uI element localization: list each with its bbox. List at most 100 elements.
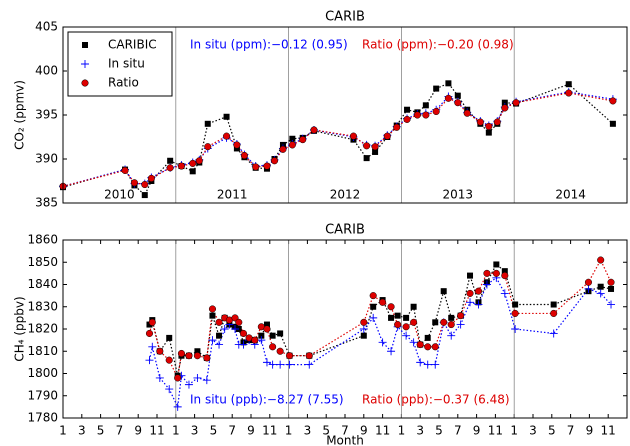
marker-plus <box>193 373 202 382</box>
marker-circle <box>511 309 519 317</box>
x-tick-label: 3 <box>304 424 312 438</box>
marker-square <box>363 155 370 162</box>
marker-square <box>194 348 201 355</box>
marker-square <box>550 301 557 308</box>
x-tick-label: 5 <box>548 424 556 438</box>
y-tick-label: 405 <box>35 20 58 34</box>
marker-plus <box>81 60 89 68</box>
marker-circle <box>193 352 201 360</box>
x-tick-label: 7 <box>341 424 349 438</box>
marker-plus <box>511 325 520 333</box>
marker-circle <box>474 287 483 295</box>
annotation: Ratio (ppb):−0.37 (6.48) <box>362 393 510 407</box>
y-tick-label: 395 <box>35 108 58 122</box>
year-label: 2013 <box>443 188 474 202</box>
chart-title: CARIB <box>325 10 365 25</box>
y-tick-label: 385 <box>35 196 58 210</box>
marker-plus <box>148 342 157 351</box>
marker-square <box>189 168 196 175</box>
marker-circle <box>269 343 277 351</box>
marker-circle <box>166 164 174 172</box>
x-tick-label: 9 <box>473 424 481 438</box>
x-tick-label: 5 <box>210 424 218 438</box>
marker-circle <box>501 272 509 280</box>
marker-square <box>394 312 401 319</box>
x-tick-label: 11 <box>149 424 164 438</box>
y-tick-label: 400 <box>35 64 58 78</box>
marker-plus <box>215 340 224 349</box>
marker-square <box>432 319 439 326</box>
marker-plus <box>208 336 217 345</box>
marker-circle <box>493 118 501 126</box>
x-tick-label: 1 <box>285 424 293 438</box>
marker-square <box>289 135 296 142</box>
marker-circle <box>476 118 484 126</box>
marker-circle <box>81 79 89 87</box>
marker-plus <box>500 289 509 298</box>
y-tick-label: 1830 <box>27 299 58 313</box>
marker-square <box>440 288 447 295</box>
marker-square <box>565 81 572 88</box>
marker-square <box>501 99 508 106</box>
marker-square <box>448 314 455 321</box>
marker-square <box>597 283 604 290</box>
marker-square <box>167 157 174 164</box>
marker-circle <box>195 157 203 165</box>
marker-circle <box>252 163 260 171</box>
y-tick-label: 390 <box>35 152 58 166</box>
y-tick-label: 1820 <box>27 322 58 336</box>
y-tick-label: 1790 <box>27 388 58 402</box>
marker-square <box>467 272 474 279</box>
marker-square <box>445 80 452 87</box>
marker-plus <box>474 300 483 309</box>
marker-square <box>485 129 492 136</box>
marker-square <box>403 314 410 321</box>
marker-plus <box>549 329 558 338</box>
x-tick-label: 11 <box>601 424 616 438</box>
y-tick-label: 1810 <box>27 344 58 358</box>
marker-circle <box>215 318 223 326</box>
marker-plus <box>165 385 174 394</box>
marker-circle <box>512 99 520 107</box>
marker-square <box>424 334 431 341</box>
marker-circle <box>403 115 411 123</box>
legend-label: In situ <box>108 57 145 71</box>
marker-circle <box>440 318 448 326</box>
x-tick-label: 1 <box>172 424 180 438</box>
x-tick-label: 7 <box>228 424 236 438</box>
marker-plus <box>262 358 271 367</box>
marker-plus <box>378 338 387 347</box>
marker-circle <box>263 162 271 170</box>
marker-circle <box>447 321 455 329</box>
x-tick-label: 5 <box>97 424 105 438</box>
marker-circle <box>432 107 440 116</box>
y-tick-label: 1800 <box>27 366 58 380</box>
marker-circle <box>463 109 471 117</box>
marker-plus <box>257 336 266 345</box>
y-tick-label: 1860 <box>27 233 58 247</box>
marker-circle <box>174 374 182 382</box>
marker-circle <box>204 143 212 151</box>
marker-circle <box>363 142 371 150</box>
marker-circle <box>444 94 452 102</box>
marker-plus <box>466 298 475 307</box>
plot-frame <box>62 239 628 419</box>
marker-plus <box>173 402 182 411</box>
marker-plus <box>447 331 456 340</box>
marker-plus <box>268 360 277 369</box>
marker-circle <box>485 122 493 130</box>
marker-square <box>209 312 216 319</box>
marker-square <box>204 120 211 127</box>
marker-circle <box>413 111 421 119</box>
marker-circle <box>223 132 231 140</box>
marker-circle <box>379 298 387 306</box>
marker-circle <box>597 256 605 264</box>
marker-circle <box>387 303 395 311</box>
marker-plus <box>359 325 368 333</box>
marker-square <box>433 85 440 92</box>
marker-circle <box>609 97 617 105</box>
y-tick-label: 1780 <box>27 411 58 425</box>
marker-circle <box>276 347 284 355</box>
marker-circle <box>550 309 558 317</box>
x-tick-label: 5 <box>435 424 443 438</box>
